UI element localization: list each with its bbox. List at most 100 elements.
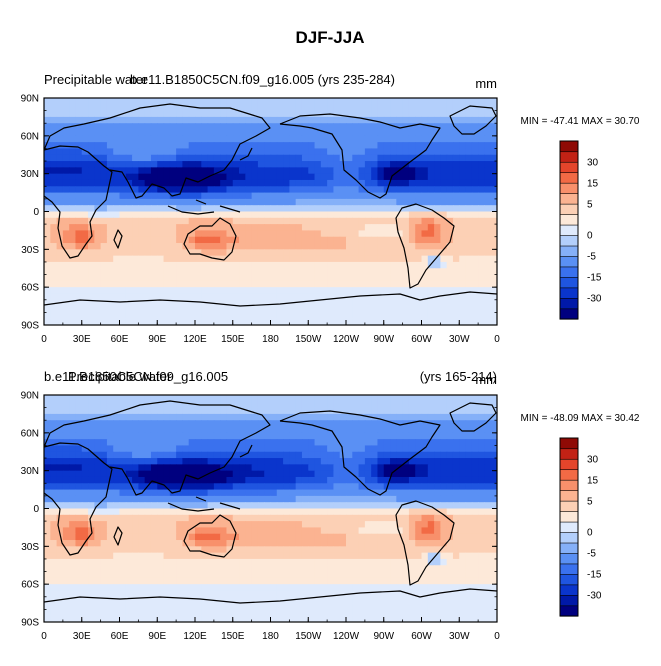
field-cell [57,559,64,566]
field-cell [75,230,82,237]
field-cell [308,199,315,206]
field-cell [377,395,384,402]
field-cell [201,540,208,547]
field-cell [321,572,328,579]
field-cell [195,111,202,118]
field-cell [138,256,145,263]
field-cell [434,148,441,155]
field-cell [346,540,353,547]
field-cell [315,180,322,187]
field-cell [189,306,196,313]
field-cell [365,471,372,478]
field-cell [264,572,271,579]
field-cell [327,483,334,490]
field-cell [157,433,164,440]
field-cell [384,218,391,225]
field-cell [302,401,309,408]
field-cell [189,256,196,263]
field-cell [340,256,347,263]
field-cell [484,540,491,547]
field-cell [440,136,447,143]
field-cell [472,572,479,579]
field-cell [239,281,246,288]
field-cell [478,502,485,509]
field-cell [258,464,265,471]
field-cell [195,540,202,547]
field-cell [466,521,473,528]
field-cell [57,275,64,282]
field-cell [308,395,315,402]
field-cell [113,445,120,452]
field-cell [371,123,378,130]
field-cell [264,464,271,471]
field-cell [57,572,64,579]
field-cell [245,464,252,471]
field-cell [50,155,57,162]
field-cell [176,578,183,585]
field-cell [283,243,290,250]
field-cell [359,218,366,225]
field-cell [94,224,101,231]
field-cell [283,224,290,231]
field-cell [214,230,221,237]
field-cell [384,527,391,534]
field-cell [277,186,284,193]
field-cell [82,256,89,263]
field-cell [113,306,120,313]
colorbar-label: 0 [587,231,593,242]
field-cell [50,590,57,597]
field-cell [346,433,353,440]
field-cell [422,174,429,181]
field-cell [69,104,76,111]
field-cell [459,527,466,534]
field-cell [327,199,334,206]
field-cell [390,540,397,547]
field-cell [283,395,290,402]
field-cell [176,237,183,244]
field-cell [271,123,278,130]
field-cell [371,559,378,566]
field-cell [302,439,309,446]
field-cell [264,98,271,105]
field-cell [195,98,202,105]
field-cell [226,287,233,294]
field-cell [371,527,378,534]
field-cell [478,496,485,503]
field-cell [440,527,447,534]
field-cell [50,161,57,168]
field-cell [428,243,435,250]
field-cell [428,117,435,124]
field-cell [277,559,284,566]
field-cell [69,230,76,237]
field-cell [101,471,108,478]
field-cell [145,98,152,105]
field-cell [226,123,233,130]
field-cell [220,433,227,440]
field-cell [239,546,246,553]
field-cell [145,262,152,269]
field-cell [472,433,479,440]
field-cell [440,439,447,446]
field-cell [390,490,397,497]
field-cell [239,578,246,585]
field-cell [340,218,347,225]
field-cell [415,104,422,111]
field-cell [94,237,101,244]
field-cell [252,496,259,503]
field-cell [327,275,334,282]
field-cell [283,281,290,288]
field-cell [88,433,95,440]
field-cell [466,256,473,263]
field-cell [145,458,152,465]
field-cell [333,490,340,497]
field-cell [208,452,215,459]
field-cell [120,509,127,516]
field-cell [57,256,64,263]
field-cell [466,136,473,143]
field-cell [346,515,353,522]
field-cell [50,218,57,225]
field-cell [226,433,233,440]
field-cell [333,300,340,307]
field-cell [371,205,378,212]
field-cell [321,155,328,162]
